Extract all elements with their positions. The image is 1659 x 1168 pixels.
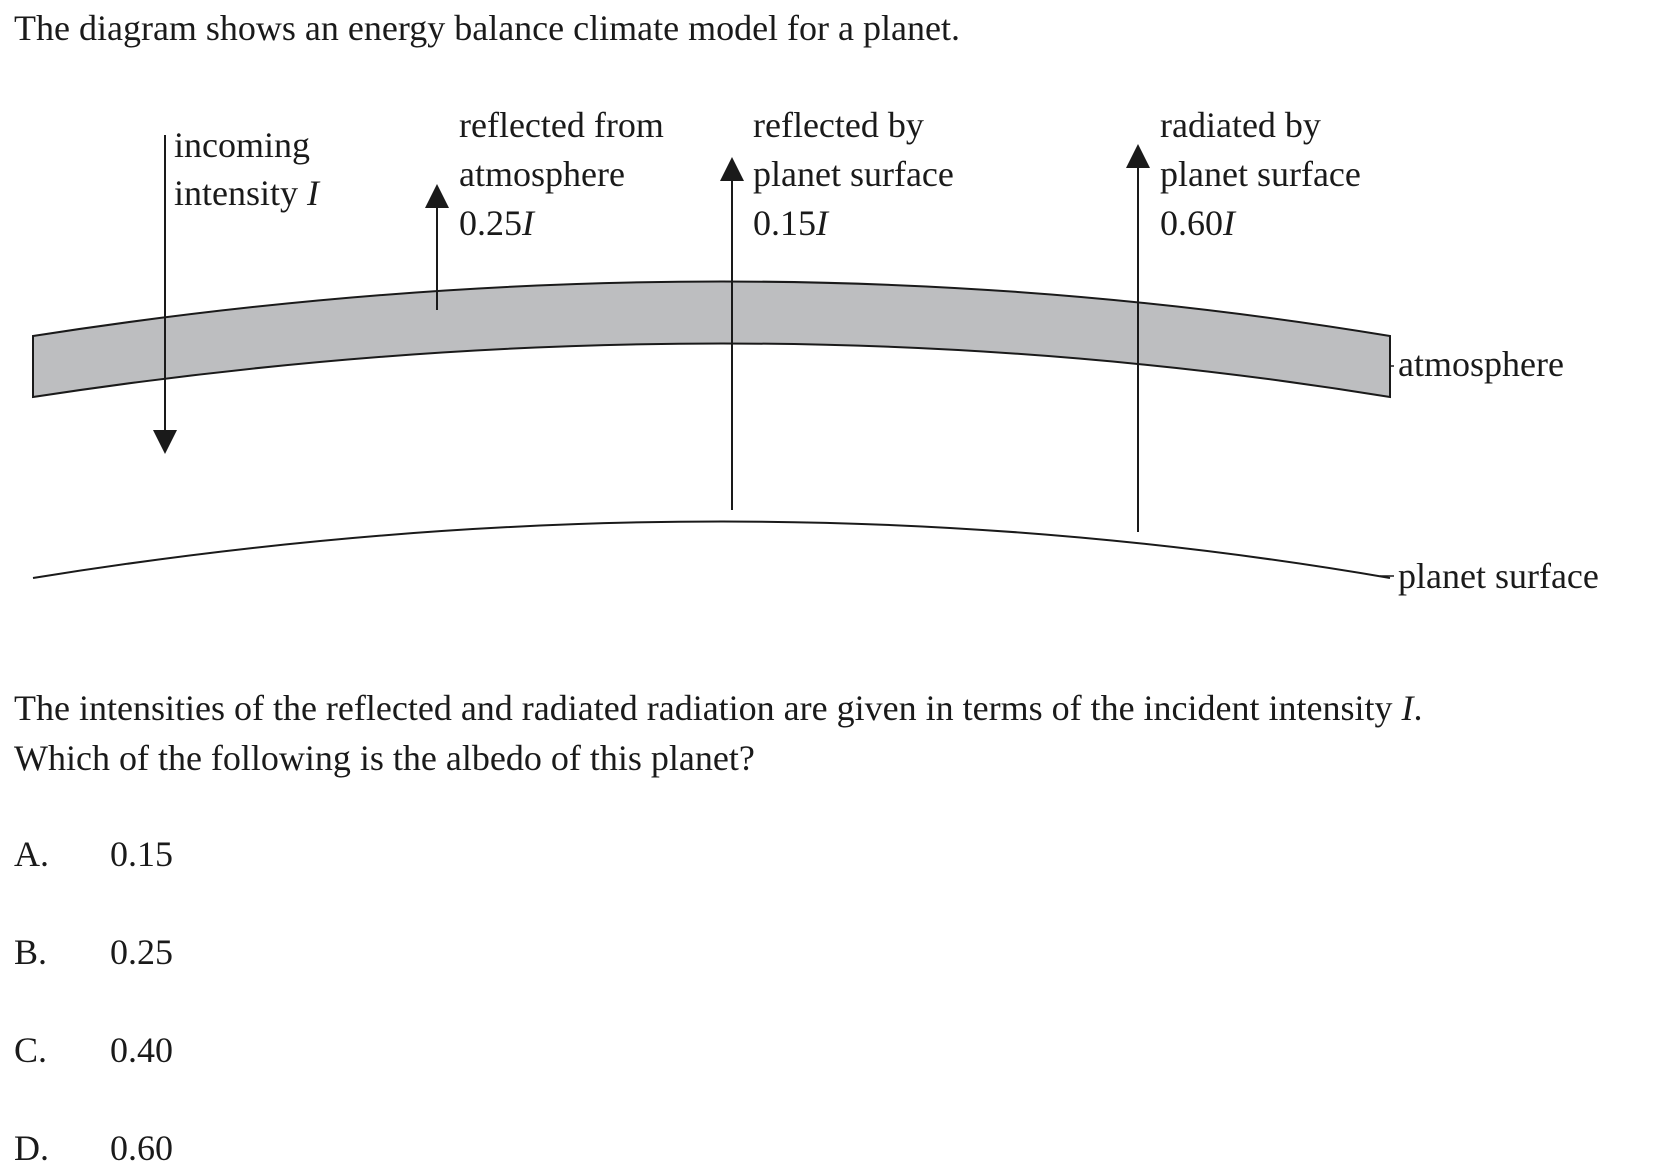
intro-text: The diagram shows an energy balance clim… <box>14 8 960 48</box>
atmosphere-label: atmosphere <box>1398 344 1564 384</box>
energy-balance-diagram: incoming intensity I reflected from atmo… <box>32 105 1599 596</box>
option-value: 0.60 <box>110 1128 173 1168</box>
reflected-atmosphere-arrow-icon <box>425 184 449 310</box>
option-letter: D. <box>14 1128 49 1168</box>
incoming-label-line1: incoming <box>174 125 310 165</box>
radiated-surface-value: 0.60I <box>1160 203 1237 243</box>
reflected-atmosphere-label-line1: reflected from <box>459 105 664 145</box>
option-a[interactable]: A. 0.15 <box>14 836 173 872</box>
reflected-surface-arrow-icon <box>720 157 744 510</box>
reflected-atmosphere-value: 0.25I <box>459 203 536 243</box>
option-letter: C. <box>14 1030 48 1070</box>
atmosphere-band <box>32 280 1391 399</box>
option-value: 0.40 <box>110 1030 173 1070</box>
radiated-surface-label-line2: planet surface <box>1160 154 1361 194</box>
option-value: 0.25 <box>110 932 173 972</box>
option-value: 0.15 <box>110 834 173 874</box>
question-line-1: The intensities of the reflected and rad… <box>14 688 1423 728</box>
incoming-label-line2: intensity I <box>174 173 321 213</box>
incoming-arrow-icon <box>153 135 177 454</box>
radiated-surface-label-line1: radiated by <box>1160 105 1321 145</box>
option-letter: B. <box>14 932 48 972</box>
question-line-2: Which of the following is the albedo of … <box>14 738 755 778</box>
option-c[interactable]: C. 0.40 <box>14 1032 173 1068</box>
reflected-surface-label-line1: reflected by <box>753 105 924 145</box>
radiated-surface-arrow-icon <box>1126 144 1150 532</box>
planet-surface-label: planet surface <box>1398 556 1599 596</box>
reflected-surface-value: 0.15I <box>753 203 830 243</box>
option-d[interactable]: D. 0.60 <box>14 1130 173 1166</box>
option-b[interactable]: B. 0.25 <box>14 934 173 970</box>
reflected-surface-label-line2: planet surface <box>753 154 954 194</box>
reflected-atmosphere-label-line2: atmosphere <box>459 154 625 194</box>
planet-surface-curve <box>32 520 1391 579</box>
option-letter: A. <box>14 834 49 874</box>
